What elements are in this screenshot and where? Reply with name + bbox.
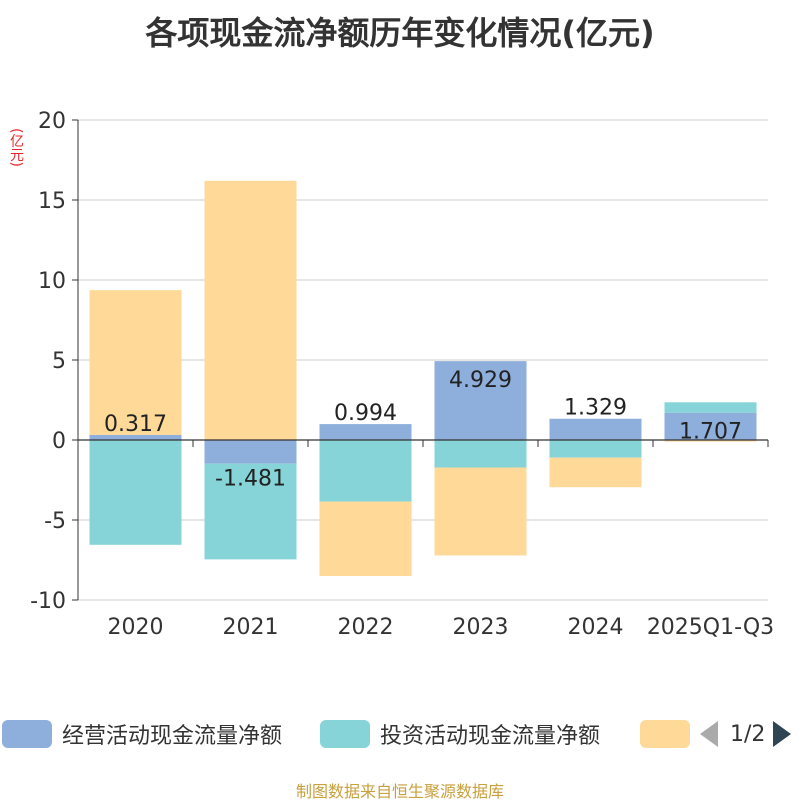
legend-item-financing[interactable] [640, 716, 690, 752]
bar-1-2020 [89, 440, 182, 545]
bar-2-2020 [89, 290, 182, 435]
x-tick-label: 2023 [453, 615, 509, 640]
data-label: 0.317 [104, 412, 167, 437]
x-tick-label: 2020 [108, 615, 164, 640]
data-source-note: 制图数据来自恒生聚源数据库 [295, 782, 504, 801]
legend-item-investing[interactable]: 投资活动现金流量净额 [320, 716, 600, 752]
legend: 经营活动现金流量净额 投资活动现金流量净额 1/2 [0, 716, 800, 756]
bar-1-2021 [204, 463, 297, 560]
bar-0-2025Q1-Q3 [664, 412, 757, 440]
cash-flow-chart: -10 -5 0 5 10 15 20 0.317 -1.481 0.994 4.929 1.329 1… [30, 109, 774, 640]
bar-1-2025Q1-Q3 [664, 402, 757, 413]
y-tick-label: -5 [44, 509, 66, 534]
data-label: -1.481 [215, 467, 286, 492]
data-label: 0.994 [334, 401, 397, 426]
y-tick-label: 20 [38, 109, 66, 134]
bar-1-2023 [434, 440, 527, 468]
legend-label-operating: 经营活动现金流量净额 [62, 724, 283, 749]
y-tick-label: 5 [52, 349, 66, 374]
bar-2-2024 [549, 457, 642, 488]
y-tick-label: 15 [38, 189, 66, 214]
bar-0-2023 [434, 361, 527, 440]
y-axis-unit-label: (亿元) [8, 128, 24, 167]
bar-1-2022 [319, 440, 412, 502]
y-tick-label: 0 [52, 429, 66, 454]
legend-item-operating[interactable]: 经营活动现金流量净额 [2, 716, 282, 752]
bar-2-2023 [434, 467, 527, 556]
bar-2-2022 [319, 501, 412, 576]
bar-0-2020 [89, 434, 182, 440]
legend-swatch-investing [320, 720, 370, 748]
legend-swatch-financing [640, 720, 690, 748]
data-label: 1.707 [679, 420, 742, 445]
legend-next-page-icon[interactable] [773, 721, 792, 747]
chart-title: 各项现金流净额历年变化情况(亿元) [145, 14, 655, 52]
legend-prev-page-icon[interactable] [700, 721, 718, 747]
x-tick-label: 2022 [338, 615, 394, 640]
y-tick-label: 10 [38, 269, 66, 294]
y-tick-label: -10 [30, 589, 66, 614]
bar-0-2024 [549, 418, 642, 440]
legend-label-investing: 投资活动现金流量净额 [380, 724, 601, 749]
legend-swatch-operating [2, 720, 52, 748]
x-tick-label: 2021 [223, 615, 279, 640]
data-label: 4.929 [449, 368, 512, 393]
data-label: 1.329 [564, 396, 627, 421]
x-tick-label: 2025Q1-Q3 [647, 615, 774, 640]
bar-0-2021 [204, 440, 297, 464]
legend-page-indicator: 1/2 [730, 721, 766, 747]
x-tick-label: 2024 [568, 615, 624, 640]
bar-2-2021 [204, 180, 297, 441]
bar-0-2022 [319, 424, 412, 440]
bar-1-2024 [549, 440, 642, 458]
legend-pager: 1/2 [700, 716, 792, 752]
bar-2-2025Q1-Q3 [664, 440, 757, 442]
